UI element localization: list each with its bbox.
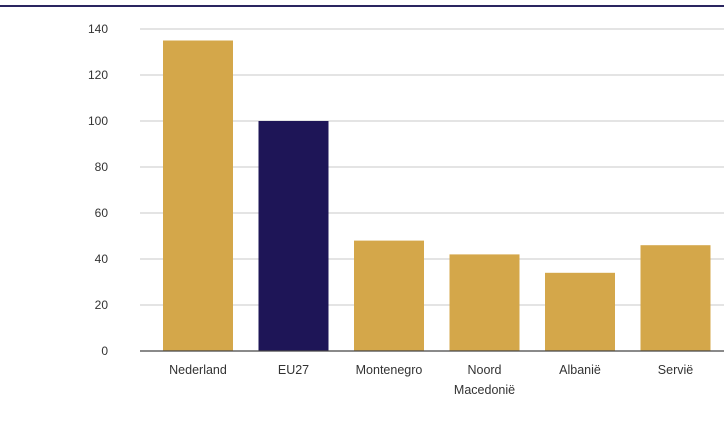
x-tick-label: Montenegro (356, 363, 423, 377)
y-tick-label: 100 (88, 114, 108, 128)
bar-albani (545, 272, 615, 351)
y-tick-label: 140 (88, 22, 108, 36)
grid-lines (140, 28, 724, 306)
y-tick-label: 80 (95, 160, 109, 174)
y-tick-label: 20 (95, 298, 109, 312)
x-tick-label: Nederland (169, 363, 227, 377)
x-axis-labels: Nederland EU27 Montenegro Noord Macedonië Alb… (169, 363, 693, 397)
bar-eu27 (258, 121, 329, 351)
y-axis-ticks: 0 20 40 60 80 100 120 140 (88, 22, 108, 358)
y-tick-label: 40 (95, 252, 109, 266)
y-tick-label: 120 (88, 68, 108, 82)
y-tick-label: 60 (95, 206, 109, 220)
y-tick-label: 0 (101, 344, 108, 358)
bar-montenegro (354, 240, 424, 351)
x-tick-label: EU27 (278, 363, 309, 377)
x-tick-label: Albanië (559, 363, 601, 377)
x-tick-label: Noord (467, 363, 501, 377)
x-tick-label: Servië (658, 363, 693, 377)
bar-nederland (163, 40, 233, 351)
bar-servi (640, 245, 711, 351)
x-tick-label: Macedonië (454, 383, 515, 397)
bars (163, 40, 711, 351)
bar-noord-macedoni (449, 254, 520, 351)
